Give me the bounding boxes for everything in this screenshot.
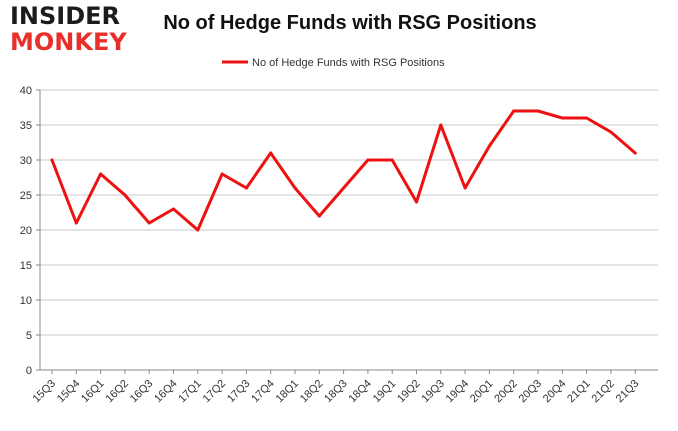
x-tick-label: 17Q2 [201, 378, 229, 406]
data-point [50, 158, 54, 162]
axes: 0 5 10 15 20 25 30 35 40 15Q315Q416Q116Q216Q316Q4… [20, 85, 658, 405]
data-point [99, 172, 103, 176]
data-point [317, 214, 321, 218]
x-tick-label: 19Q1 [371, 378, 399, 406]
x-tick-label: 17Q4 [249, 378, 277, 406]
gridlines [40, 89, 658, 336]
legend: No of Hedge Funds with RSG Positions [222, 57, 445, 69]
x-tick-label: 15Q3 [31, 378, 59, 406]
data-point [390, 158, 394, 162]
x-tick-label: 19Q3 [419, 378, 447, 406]
y-tick-label: 40 [20, 85, 32, 97]
y-tick-label: 5 [26, 330, 32, 342]
data-point [463, 186, 467, 190]
data-point [536, 109, 540, 113]
x-tick-label: 20Q4 [541, 378, 569, 406]
y-tick-label: 0 [26, 365, 32, 377]
data-point [585, 116, 589, 120]
x-tick-label: 21Q1 [565, 378, 593, 406]
x-tick-label: 18Q4 [346, 378, 374, 406]
x-tick-label: 16Q3 [128, 378, 156, 406]
x-tick-label: 19Q4 [444, 378, 472, 406]
y-tick-label: 30 [20, 155, 32, 167]
y-tick-label: 15 [20, 260, 32, 272]
insider-monkey-logo: INSIDER MONKEY [6, 2, 127, 56]
x-tick-label: 17Q1 [176, 378, 204, 406]
x-tick-label: 16Q1 [79, 378, 107, 406]
x-tick-label: 18Q2 [298, 378, 326, 406]
data-point [512, 109, 516, 113]
x-tick-label: 20Q3 [517, 378, 545, 406]
data-point [293, 186, 297, 190]
y-tick-label: 20 [20, 225, 32, 237]
data-point [366, 158, 370, 162]
data-point [147, 221, 151, 225]
data-point [172, 207, 175, 211]
x-tick-label: 16Q4 [152, 378, 180, 406]
data-point [487, 144, 491, 148]
x-tick-label: 17Q3 [225, 378, 253, 406]
data-point [415, 200, 418, 204]
data-point [220, 172, 224, 176]
x-tick-label: 18Q3 [322, 378, 350, 406]
chart-title: No of Hedge Funds with RSG Positions [163, 12, 537, 34]
data-point [244, 186, 248, 190]
y-tick-label: 35 [20, 120, 32, 132]
logo-text-insider: INSIDER [10, 2, 121, 30]
series-line-0 [50, 109, 637, 232]
x-tick-label: 21Q3 [614, 378, 642, 406]
data-point [342, 186, 346, 190]
data-point [123, 193, 127, 197]
y-tick-label: 25 [20, 190, 32, 202]
data-point [609, 130, 613, 134]
x-tick-label: 21Q2 [589, 378, 617, 406]
legend-label: No of Hedge Funds with RSG Positions [252, 57, 445, 69]
data-point [74, 221, 78, 225]
data-point [633, 151, 637, 155]
data-point [196, 228, 200, 232]
series-layer [50, 109, 637, 232]
x-tick-label: 20Q1 [468, 378, 496, 406]
x-tick-label: 20Q2 [492, 378, 520, 406]
x-tick-label: 16Q2 [103, 378, 131, 406]
data-point [560, 116, 564, 120]
x-tick-label: 18Q1 [274, 378, 302, 406]
y-tick-label: 10 [20, 295, 32, 307]
logo-text-monkey: MONKEY [10, 28, 127, 56]
x-tick-label: 15Q4 [55, 378, 83, 406]
data-point [269, 151, 273, 155]
x-tick-label: 19Q2 [395, 378, 423, 406]
data-point [439, 123, 443, 127]
